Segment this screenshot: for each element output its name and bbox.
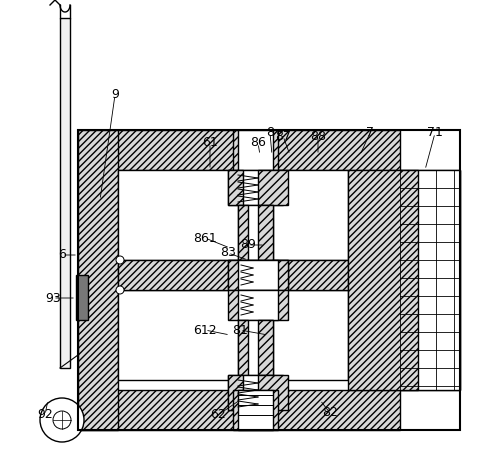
Bar (258, 320, 273, 375)
Circle shape (116, 286, 124, 294)
Text: 93: 93 (45, 292, 61, 305)
Bar (76, 275, 88, 320)
Text: 7: 7 (366, 126, 374, 139)
Bar (228, 375, 283, 410)
Bar (228, 375, 243, 410)
Text: 71: 71 (427, 126, 443, 139)
Bar (258, 170, 288, 205)
Bar (400, 170, 460, 390)
Text: 861: 861 (193, 232, 217, 244)
Bar (400, 170, 460, 390)
Text: 61: 61 (202, 137, 218, 150)
Bar (118, 290, 348, 380)
Bar (233, 130, 278, 170)
Bar (258, 375, 288, 410)
Circle shape (116, 256, 124, 264)
Bar (78, 130, 118, 430)
Circle shape (53, 411, 71, 429)
Bar (238, 205, 248, 260)
Bar (78, 130, 400, 170)
Text: 81: 81 (232, 324, 248, 337)
Bar (233, 390, 278, 430)
Text: 83: 83 (220, 246, 236, 259)
Bar (228, 260, 288, 290)
Bar (238, 205, 273, 260)
Bar (228, 290, 288, 320)
Text: 88: 88 (310, 130, 326, 143)
Text: 6: 6 (58, 249, 66, 262)
Text: 86: 86 (250, 137, 266, 150)
Bar (258, 205, 273, 260)
Bar (238, 320, 248, 375)
Bar (78, 130, 460, 430)
Text: 9: 9 (111, 88, 119, 101)
Text: 612: 612 (193, 324, 217, 337)
Bar (228, 260, 288, 290)
Bar (238, 320, 273, 375)
Bar (238, 290, 278, 320)
Text: 87: 87 (275, 130, 291, 143)
Text: 92: 92 (37, 408, 53, 421)
Bar (228, 170, 243, 205)
Text: 8: 8 (266, 126, 274, 139)
Bar (118, 170, 348, 260)
Bar (78, 390, 400, 430)
Bar (238, 390, 273, 430)
Text: 82: 82 (322, 407, 338, 419)
Circle shape (40, 398, 84, 442)
Bar (238, 260, 278, 290)
Bar (238, 130, 273, 170)
Text: 62: 62 (210, 408, 226, 421)
Bar (228, 170, 283, 205)
Bar (348, 170, 418, 390)
Bar (60, 18, 70, 368)
Text: 89: 89 (240, 238, 256, 251)
Bar (118, 260, 348, 290)
